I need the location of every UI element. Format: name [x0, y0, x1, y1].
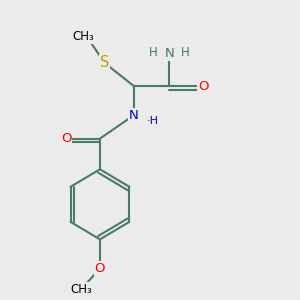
Text: N: N [129, 109, 139, 122]
Text: H: H [148, 46, 157, 59]
Text: H: H [181, 46, 190, 59]
Text: ·H: ·H [147, 116, 159, 126]
Text: CH₃: CH₃ [73, 30, 94, 43]
Text: O: O [95, 262, 105, 275]
Text: N: N [164, 47, 174, 60]
Text: O: O [61, 132, 71, 145]
Text: O: O [198, 80, 208, 92]
Text: S: S [100, 55, 109, 70]
Text: CH₃: CH₃ [70, 283, 92, 296]
